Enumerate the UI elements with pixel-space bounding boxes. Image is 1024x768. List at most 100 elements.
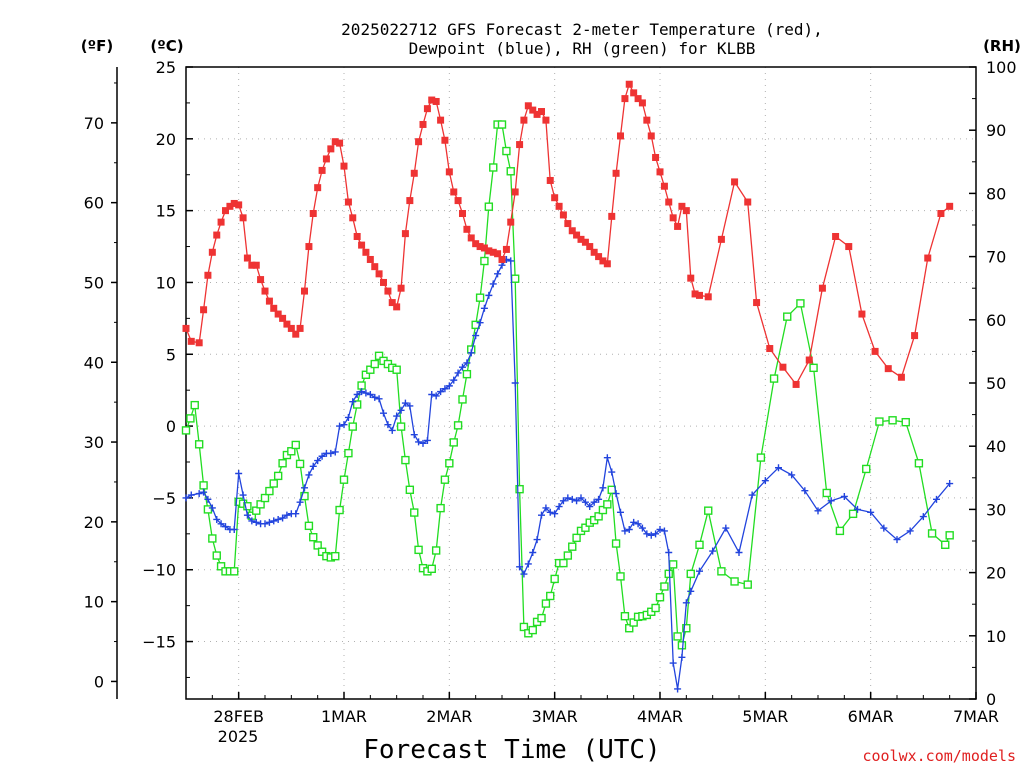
date-tick-label: 6MAR	[848, 707, 894, 726]
temperature-point	[380, 278, 387, 286]
rh-point	[848, 509, 858, 519]
temperature-point	[656, 168, 664, 176]
dewpoint-point	[775, 464, 782, 472]
temperature-point	[322, 155, 330, 163]
rh-point	[502, 146, 511, 156]
dewpoint-point	[564, 494, 572, 502]
celsius-tick-label: 15	[156, 202, 176, 221]
temperature-point	[388, 299, 396, 307]
temperature-point	[485, 247, 493, 255]
dewpoint-point	[187, 491, 195, 499]
rh-point	[453, 421, 463, 430]
celsius-tick-label: 0	[166, 417, 176, 436]
temperature-point	[222, 207, 229, 215]
rh-point	[335, 505, 344, 515]
temperature-point	[603, 260, 611, 268]
temperature-point	[577, 235, 585, 243]
rh-point	[875, 417, 884, 426]
rh-point	[256, 500, 265, 509]
rh-point	[620, 612, 630, 621]
temperature-point	[248, 261, 256, 269]
dewpoint-point	[195, 490, 203, 498]
temperature-point	[691, 290, 699, 298]
temperature-point	[226, 202, 234, 210]
dewpoint-point	[542, 504, 550, 512]
temperature-point	[533, 110, 541, 118]
temperature-point	[538, 108, 545, 116]
dewpoint-point	[538, 511, 545, 519]
rh-point	[252, 506, 261, 515]
dewpoint-point	[380, 409, 387, 417]
rh-point	[664, 569, 673, 579]
temperature-point	[946, 202, 954, 210]
temperature-point	[200, 306, 208, 314]
dewpoint-point	[573, 497, 581, 505]
dewpoint-point	[656, 526, 664, 534]
temperature-point	[314, 184, 322, 192]
dewpoint-point	[375, 395, 383, 403]
dewpoint-point	[208, 504, 216, 512]
dewpoint-point	[687, 587, 695, 595]
date-tick-label: 1MAR	[321, 707, 367, 726]
temperature-point	[344, 198, 352, 206]
dewpoint-point	[283, 511, 291, 519]
temperature-point	[638, 99, 646, 107]
celsius-tick-label: 20	[156, 130, 176, 149]
rh-point	[260, 493, 270, 503]
rh-point	[313, 541, 322, 550]
temperature-point	[832, 232, 840, 240]
dewpoint-point	[401, 399, 409, 407]
dewpoint-point	[239, 491, 247, 499]
temperature-point	[279, 314, 287, 322]
temperature-point	[182, 324, 190, 332]
dewpoint-point	[586, 503, 594, 511]
temperature-point	[252, 261, 260, 269]
temperature-point	[546, 176, 554, 184]
rh-point	[668, 560, 678, 569]
rh-point	[361, 370, 371, 379]
rh-point	[568, 542, 577, 551]
rh-point	[546, 591, 555, 601]
dewpoint-point	[437, 388, 445, 396]
rh-point	[704, 506, 713, 515]
dewpoint-point	[533, 536, 541, 544]
temperature-point	[805, 356, 813, 364]
temperature-point	[353, 232, 361, 240]
dewpoint-point	[529, 548, 537, 556]
dewpoint-point	[625, 526, 633, 534]
dewpoint-point	[410, 431, 418, 439]
dewpoint-point	[344, 413, 352, 421]
rh-point	[278, 459, 287, 468]
dewpoint-point	[638, 524, 646, 532]
rh-point	[835, 526, 845, 536]
temperature-point	[937, 210, 945, 218]
dewpoint-point	[274, 515, 282, 523]
temperature-point	[617, 132, 624, 140]
dewpoint-point	[669, 659, 677, 667]
dewpoint-point	[511, 379, 519, 387]
rh-point	[230, 567, 239, 576]
temperature-point	[511, 188, 519, 196]
temperature-point	[195, 339, 203, 347]
temperature-point	[257, 276, 265, 284]
dewpoint-point	[599, 484, 607, 492]
dewpoint-point	[441, 385, 449, 393]
celsius-tick-label: −15	[142, 633, 176, 652]
temperature-point	[818, 284, 826, 292]
dewpoint-point	[204, 495, 212, 503]
dewpoint-point	[608, 468, 616, 476]
temperature-point	[507, 218, 515, 226]
fahrenheit-tick-label: 30	[84, 433, 104, 452]
rh-point	[783, 312, 792, 321]
dewpoint-point	[933, 495, 940, 503]
rh-point	[515, 484, 524, 494]
rh-point	[594, 512, 603, 521]
rh-point	[199, 481, 208, 490]
dewpoint-point	[801, 487, 809, 495]
temperature-point	[384, 287, 392, 295]
rh-point	[190, 400, 199, 410]
temperature-point	[318, 166, 326, 174]
temperature-point	[459, 210, 466, 218]
rh-point	[352, 400, 362, 409]
